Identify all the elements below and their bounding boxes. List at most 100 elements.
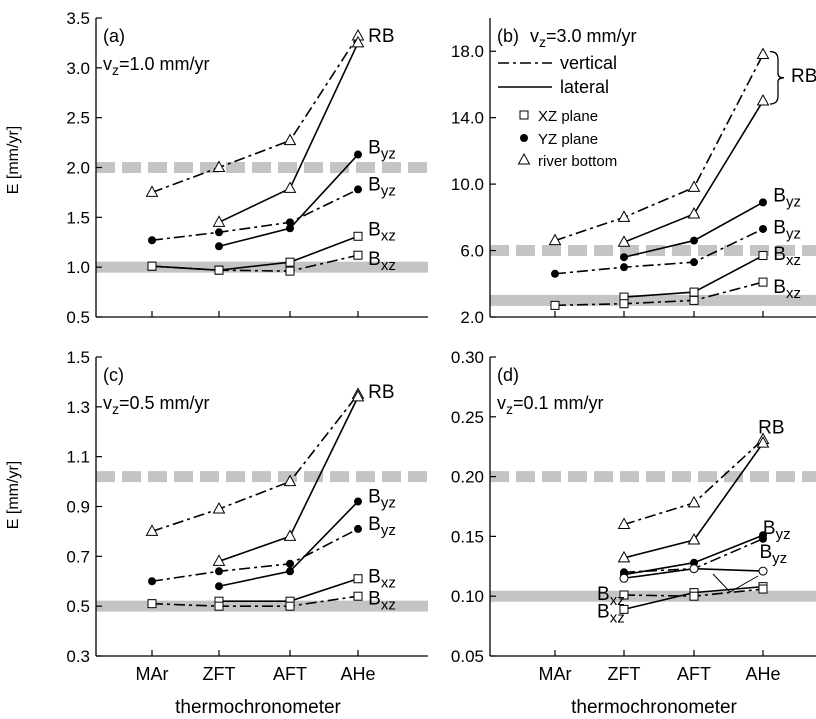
circle-marker	[286, 218, 294, 227]
annotation-byz: Byz	[368, 174, 396, 199]
square-marker	[689, 295, 699, 305]
annotation-byz-main: B	[773, 217, 786, 238]
y-tick-label: 0.3	[66, 647, 90, 666]
triangle-marker	[212, 215, 226, 227]
annotation-byz: Byz	[368, 487, 396, 512]
annotation-rb: RB	[368, 382, 394, 403]
annotation-byz-sub: yz	[381, 146, 396, 163]
velocity-label: vz=3.0 mm/yr	[530, 26, 637, 50]
circle-marker	[759, 224, 767, 233]
square-marker	[758, 584, 768, 594]
annotation-byz-main: B	[368, 487, 381, 508]
axes	[95, 17, 816, 657]
circle-marker	[215, 242, 223, 251]
annotation-byz-main: B	[759, 542, 772, 563]
legend-label-lateral: lateral	[560, 77, 609, 97]
circle-marker	[215, 567, 223, 576]
square-marker	[619, 590, 629, 600]
triangle-marker	[687, 180, 701, 192]
annotation-byz: Byz	[773, 217, 801, 242]
annotation-bxz: Bxz	[368, 249, 396, 274]
annotation-bxz: Bxz	[597, 584, 625, 609]
open-circle-marker	[619, 573, 629, 583]
x-tick-label: AHe	[340, 664, 375, 684]
triangle-marker	[145, 185, 159, 197]
annotation-bxz-sub: xz	[381, 574, 396, 591]
circle-marker	[354, 150, 362, 159]
series-lines	[145, 28, 770, 614]
circle-marker	[354, 497, 362, 506]
y-tick-label: 0.10	[451, 587, 484, 606]
square-marker	[147, 261, 157, 271]
x-axis-label-left: thermochronometer	[175, 697, 341, 718]
velocity-value: =3.0 mm/yr	[546, 26, 637, 46]
annotation-bxz-main: B	[773, 244, 786, 265]
y-tick-label: 0.9	[66, 498, 90, 517]
x-tick-label: ZFT	[203, 664, 236, 684]
velocity-label: vz=0.5 mm/yr	[103, 393, 210, 417]
triangle-marker	[687, 206, 701, 219]
panel-label: (b)	[497, 26, 519, 46]
annotation-bxz-main: B	[368, 566, 381, 587]
circle-marker	[215, 582, 223, 591]
annotation-bxz-sub: xz	[381, 227, 396, 244]
triangle-marker	[351, 389, 365, 402]
square-marker	[214, 265, 224, 275]
circle-marker	[215, 228, 223, 237]
y-tick-label: 0.05	[451, 647, 484, 666]
circle-marker	[690, 258, 698, 267]
circle-marker	[286, 559, 294, 568]
series-line-0	[554, 54, 764, 242]
annotation-bxz: Bxz	[773, 244, 801, 269]
triangle-marker	[548, 233, 562, 246]
annotation-rb: RB	[758, 418, 784, 439]
triangle-marker	[687, 495, 701, 508]
annotation-bxz: Bxz	[597, 602, 625, 627]
legend-label-vertical: vertical	[560, 53, 617, 73]
annotation-rb: RB	[368, 26, 394, 47]
circle-marker	[759, 198, 767, 207]
y-tick-label: 1.5	[66, 208, 90, 227]
y-tick-label: 2.5	[66, 109, 90, 128]
y-tick-label: 1.3	[66, 398, 90, 417]
annotation-byz-sub: yz	[772, 550, 787, 567]
velocity-subscript: z	[112, 401, 119, 417]
triangle-marker	[756, 94, 770, 106]
velocity-symbol: v	[103, 393, 112, 413]
y-tick-label: 0.25	[451, 408, 484, 427]
circle-marker	[620, 263, 628, 272]
series-line-5	[554, 281, 764, 307]
velocity-symbol: v	[103, 54, 112, 74]
square-marker	[285, 257, 295, 267]
x-tick-label: AHe	[745, 664, 780, 684]
annotation-byz: Byz	[759, 542, 787, 567]
triangle-marker	[617, 210, 631, 222]
annotation-bxz-main: B	[597, 584, 610, 605]
velocity-subscript: z	[112, 62, 119, 78]
square-marker	[689, 591, 699, 601]
y-tick-label: 3.5	[66, 9, 90, 28]
velocity-symbol: v	[530, 26, 539, 46]
annotation-leader-line	[712, 573, 759, 593]
series-line-3	[554, 228, 764, 275]
triangle-marker	[351, 35, 365, 48]
annotation-byz-sub: yz	[381, 495, 396, 512]
x-tick-label: MAr	[539, 664, 572, 684]
legend-square-marker	[519, 110, 529, 120]
annotation-rb-main: RB	[368, 382, 394, 403]
circle-marker	[690, 236, 698, 245]
annotation-byz: Byz	[763, 518, 791, 543]
series-line-0	[151, 393, 359, 533]
series-line-3	[151, 528, 359, 583]
triangle-marker	[283, 181, 297, 193]
square-marker	[353, 250, 363, 260]
series-line-1	[623, 100, 764, 243]
annotation-byz-sub: yz	[381, 182, 396, 199]
square-marker	[758, 277, 768, 287]
velocity-value: =1.0 mm/yr	[119, 54, 210, 74]
annotation-bxz-main: B	[368, 249, 381, 270]
y-tick-label: 0.30	[451, 348, 484, 367]
annotation-byz-main: B	[773, 186, 786, 207]
circle-marker	[286, 224, 294, 233]
square-marker	[353, 231, 363, 241]
